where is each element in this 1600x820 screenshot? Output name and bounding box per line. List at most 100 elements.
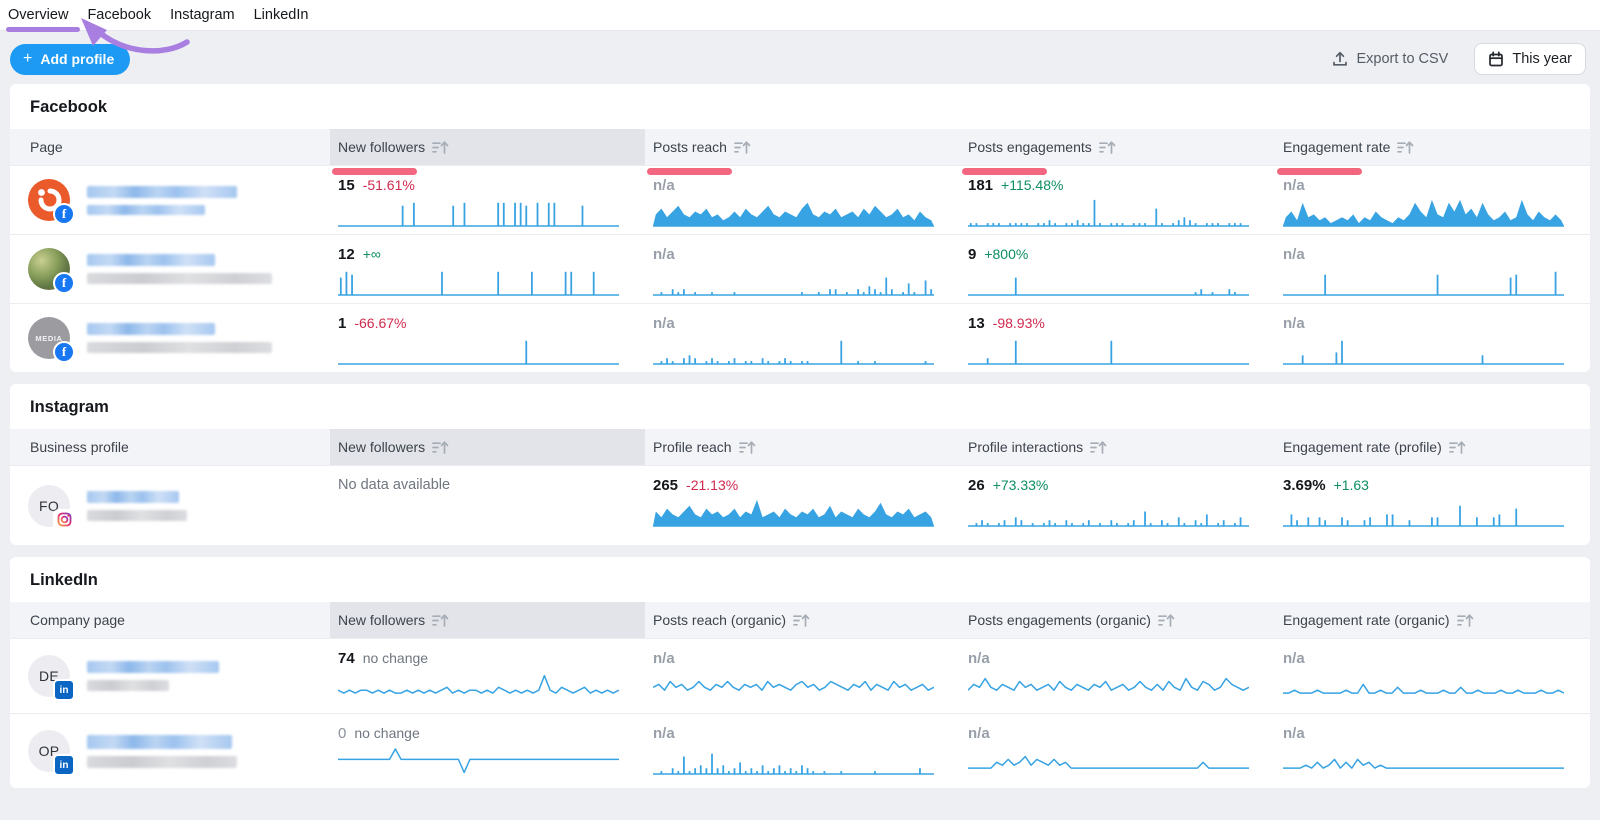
platform-badge-facebook-icon: f [53, 341, 75, 363]
tab-instagram[interactable]: Instagram [170, 6, 235, 23]
sparkline-chart [338, 670, 619, 700]
sort-icon [432, 440, 449, 454]
metric-value: 12 [338, 246, 355, 263]
metric-value-row: 15 -51.61% [338, 177, 619, 194]
annotation-highlight-bar [962, 168, 1047, 175]
profile-cell: DE in [10, 639, 330, 713]
profile-avatar: DE in [28, 655, 75, 701]
column-header-row: Page New followers Posts reach Posts engage… [10, 129, 1590, 165]
facebook-f-glyph: f [61, 275, 67, 290]
metric-cell: 9 +800% [960, 235, 1275, 303]
metric-cell: 12 +∞ [330, 235, 645, 303]
toolbar: + Add profile Export to CSV This year [0, 31, 1600, 84]
sort-icon [1098, 140, 1116, 154]
metric-value: n/a [653, 246, 675, 263]
date-range-button[interactable]: This year [1474, 43, 1586, 75]
column-header-posts-engagements-organic[interactable]: Posts engagements (organic) [960, 602, 1275, 638]
metric-cell: 0 no change [330, 714, 645, 788]
platform-badge-facebook-icon: f [53, 203, 75, 225]
profile-name-link[interactable] [87, 254, 272, 284]
column-header-label: Posts reach (organic) [653, 612, 787, 628]
metric-change: +800% [984, 246, 1029, 262]
section-title-linkedin: LinkedIn [30, 571, 98, 589]
sort-icon [734, 140, 751, 154]
sort-icon [432, 140, 449, 154]
blurred-profile-name [87, 254, 215, 266]
metric-value: n/a [1283, 725, 1305, 742]
tab-linkedin[interactable]: LinkedIn [253, 6, 309, 23]
metric-change: +1.63 [1333, 477, 1369, 493]
sparkline-chart [968, 266, 1249, 296]
entity-column-header: Company page [10, 602, 330, 638]
calendar-icon [1489, 51, 1504, 67]
blurred-profile-name [87, 509, 187, 521]
tab-overview[interactable]: Overview [8, 6, 69, 23]
column-header-engagement-rate-profile[interactable]: Engagement rate (profile) [1275, 429, 1590, 465]
column-header-label: Engagement rate [1283, 139, 1391, 155]
sparkline-chart [968, 745, 1249, 775]
column-header-posts-reach-organic[interactable]: Posts reach (organic) [645, 602, 960, 638]
metric-change: -51.61% [362, 177, 415, 193]
metric-cell: n/a [645, 166, 960, 234]
profile-name-link[interactable] [87, 323, 272, 353]
sort-icon [1090, 440, 1107, 454]
metric-cell: n/a [645, 235, 960, 303]
entity-column-header: Business profile [10, 429, 330, 465]
plus-icon: + [23, 50, 33, 67]
metric-cell: 3.69% +1.63 [1275, 466, 1590, 545]
profile-avatar: FO [28, 484, 75, 531]
annotation-highlight-bar [332, 168, 417, 175]
export-csv-button[interactable]: Export to CSV [1332, 51, 1448, 67]
metric-value: n/a [1283, 315, 1305, 332]
column-header-posts-reach[interactable]: Posts reach [645, 129, 960, 165]
blurred-profile-name [87, 734, 232, 749]
profile-cell: OP in [10, 714, 330, 788]
column-header-engagement-rate[interactable]: Engagement rate [1275, 129, 1590, 165]
annotation-highlight-bar [647, 168, 732, 175]
column-header-engagement-rate-organic[interactable]: Engagement rate (organic) [1275, 602, 1590, 638]
column-header-new-followers[interactable]: New followers [330, 429, 645, 465]
metric-value: 13 [968, 315, 985, 332]
profile-name-link[interactable] [87, 661, 219, 691]
column-header-row: Business profile New followers Profile rea… [10, 429, 1590, 465]
profile-name-link[interactable] [87, 734, 237, 768]
linkedin-in-glyph: in [59, 684, 69, 696]
column-header-profile-interactions[interactable]: Profile interactions [960, 429, 1275, 465]
sort-icon [1456, 613, 1473, 627]
annotation-underline [6, 27, 80, 32]
platform-badge-linkedin-icon: in [53, 679, 75, 701]
column-header-new-followers[interactable]: New followers [330, 602, 645, 638]
metric-change: -21.13% [686, 477, 739, 493]
profile-name-link[interactable] [87, 185, 237, 215]
upload-icon [1333, 51, 1348, 66]
profile-row: FO No data available 265 -21.13% 26 +73.33% 3.… [10, 465, 1590, 545]
metric-value: 265 [653, 477, 679, 494]
sparkline-chart [968, 197, 1249, 227]
metric-value: 74 [338, 650, 355, 667]
metric-value: n/a [1283, 650, 1305, 667]
profile-cell: f [10, 166, 330, 234]
column-header-new-followers[interactable]: New followers [330, 129, 645, 165]
entity-column-header-label: Page [30, 139, 63, 155]
blurred-profile-name [87, 273, 272, 284]
metric-cell: n/a [1275, 166, 1590, 234]
metric-value-row: 265 -21.13% [653, 477, 934, 494]
section-instagram: Instagram Business profile New followers Pr… [10, 384, 1590, 545]
column-header-posts-engagements[interactable]: Posts engagements [960, 129, 1275, 165]
profile-avatar: f [28, 179, 75, 225]
profile-cell: MEDIA f [10, 304, 330, 372]
sparkline-chart [653, 202, 934, 227]
metric-value: n/a [1283, 246, 1305, 263]
metric-value-row: 74 no change [338, 650, 619, 667]
add-profile-button[interactable]: + Add profile [10, 43, 131, 75]
column-header-profile-reach[interactable]: Profile reach [645, 429, 960, 465]
metric-cell: 181 +115.48% [960, 166, 1275, 234]
metric-value-row: No data available [338, 477, 619, 493]
profile-row: f 15 -51.61% n/a 181 +115.48% n/a [10, 165, 1590, 234]
date-range-label: This year [1512, 51, 1572, 67]
sparkline-chart [653, 499, 934, 527]
sparkline-chart [1283, 745, 1564, 775]
tab-facebook[interactable]: Facebook [87, 6, 152, 23]
no-data-label: No data available [338, 477, 451, 493]
profile-name-link[interactable] [87, 490, 187, 521]
